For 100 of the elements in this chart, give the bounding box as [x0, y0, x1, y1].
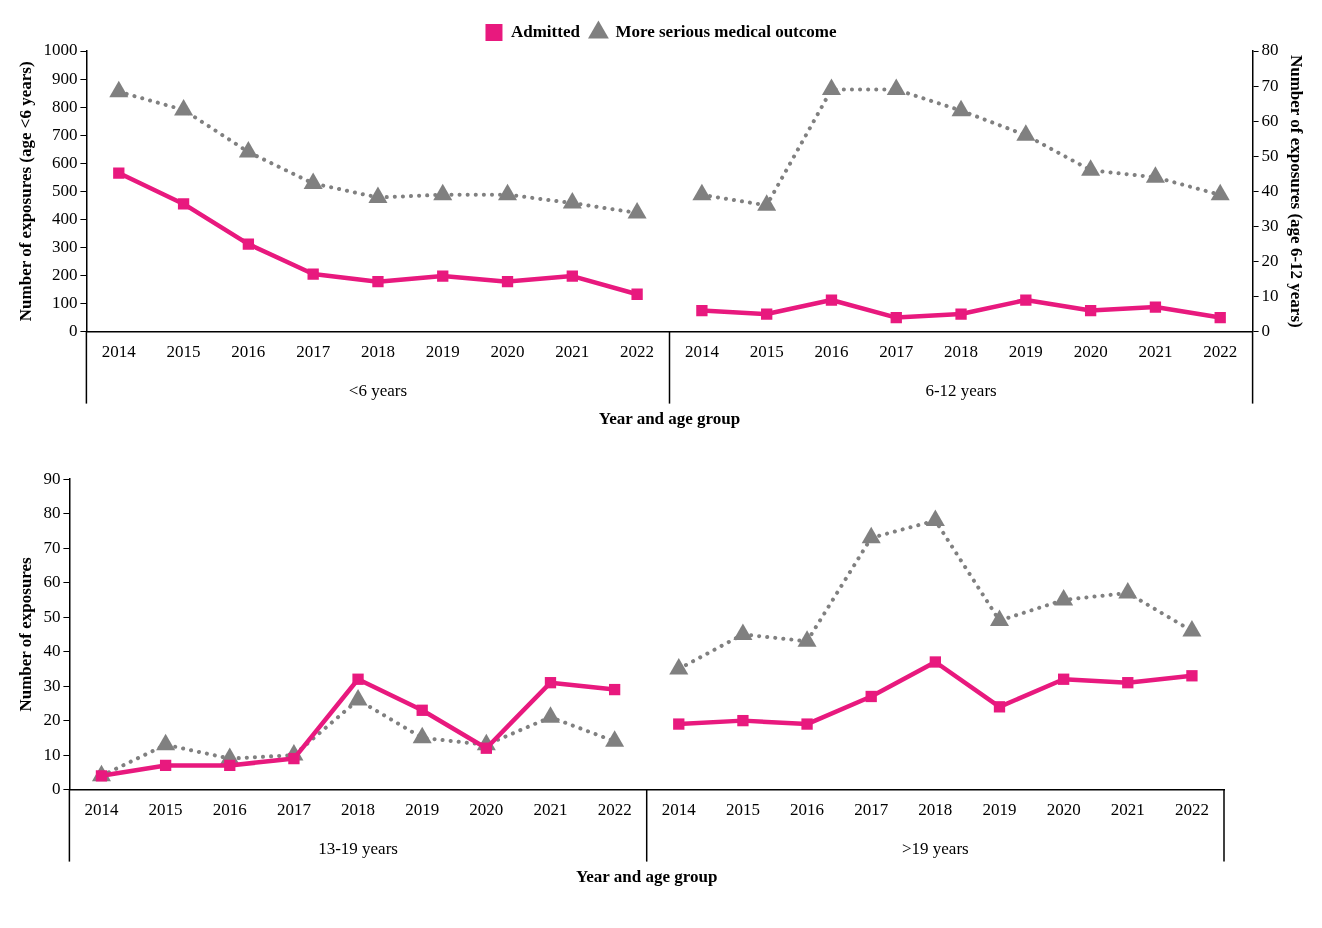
x-tick-label: 2020: [1073, 342, 1108, 362]
x-tick-label: 2016: [790, 800, 825, 820]
y-tick-label: 20: [43, 710, 61, 730]
x-tick-label: 2019: [982, 800, 1017, 820]
x-tick-label: 2022: [620, 342, 655, 362]
point: [993, 701, 1006, 713]
point: [416, 704, 428, 716]
x-tick-label: 2019: [405, 800, 440, 820]
point: [757, 194, 777, 211]
point: [1182, 619, 1202, 637]
point: [669, 657, 689, 675]
point: [989, 609, 1010, 627]
y-tick-label: 80: [43, 503, 61, 523]
x-tick-label: 2021: [1138, 342, 1173, 362]
point: [761, 308, 773, 320]
x-tick-label: 2017: [296, 342, 331, 362]
point: [886, 78, 906, 96]
text: >19 years: [901, 839, 969, 859]
point: [1016, 124, 1036, 141]
legend-label: Admitted: [510, 21, 581, 41]
point: [498, 183, 518, 201]
x-tick-label: 2021: [1110, 800, 1145, 820]
x-tick-label: 2021: [555, 342, 590, 362]
point: [303, 172, 323, 189]
y-axis-title: Number of exposures: [15, 556, 35, 712]
point: [1084, 304, 1097, 317]
point: [797, 630, 817, 647]
point: [437, 270, 449, 282]
y-tick-label: 50: [43, 606, 61, 626]
x-tick-label: 2022: [1174, 800, 1209, 820]
point: [733, 623, 753, 640]
point: [1081, 159, 1101, 176]
point: [544, 677, 557, 689]
y-tick-label: 900: [51, 68, 78, 88]
x-tick-label: 2020: [469, 800, 504, 820]
point: [825, 294, 838, 306]
x-tick-label: 2019: [1008, 342, 1043, 362]
y-tick-label: 200: [51, 264, 78, 284]
y-tick-label: 1000: [43, 40, 78, 60]
point: [238, 141, 258, 158]
point: [242, 238, 255, 250]
y-tick-label: 0: [51, 779, 61, 799]
x-axis-title: Year and age group: [598, 408, 741, 428]
point: [177, 198, 190, 210]
x-tick-label: 2016: [814, 342, 849, 362]
x-tick-label: 2015: [166, 342, 201, 362]
point: [1054, 588, 1074, 606]
text: <6 years: [348, 381, 408, 401]
x-tick-label: 2020: [490, 342, 525, 362]
point: [174, 98, 194, 116]
point: [801, 718, 813, 730]
point: [352, 673, 364, 685]
x-tick-label: 2018: [944, 342, 979, 362]
point: [368, 186, 388, 203]
point: [1210, 183, 1230, 201]
x-tick-label: 2018: [360, 342, 395, 362]
x-tick-label: 2014: [661, 800, 697, 820]
y-tick-label: 800: [51, 96, 78, 116]
y2-tick-label: 0: [1261, 321, 1271, 341]
point: [1186, 670, 1198, 682]
point: [159, 759, 172, 772]
y-tick-label: 0: [68, 321, 78, 341]
x-tick-label: 2014: [101, 342, 137, 362]
point: [566, 270, 578, 282]
y-tick-label: 700: [51, 124, 78, 144]
y-tick-label: 100: [51, 293, 78, 313]
point: [861, 526, 881, 544]
point: [1149, 301, 1162, 313]
y2-tick-label: 40: [1261, 180, 1279, 200]
point: [951, 99, 971, 117]
y2-tick-label: 10: [1261, 285, 1279, 305]
y2-tick-label: 60: [1261, 110, 1279, 130]
point: [821, 78, 841, 96]
y-axis-title: Number of exposures (age <6 years): [15, 61, 35, 322]
x-tick-label: 2020: [1046, 800, 1081, 820]
x-tick-label: 2017: [854, 800, 889, 820]
point: [1118, 582, 1138, 599]
point: [372, 276, 384, 288]
point: [1122, 677, 1134, 689]
point: [288, 752, 300, 765]
y2-tick-label: 70: [1261, 75, 1279, 95]
y-tick-label: 10: [43, 744, 61, 764]
point: [562, 192, 582, 209]
point: [925, 509, 945, 527]
x-tick-label: 2018: [341, 800, 376, 820]
y-tick-label: 300: [51, 236, 78, 256]
point: [1145, 166, 1165, 183]
x-tick-label: 2018: [918, 800, 953, 820]
x-tick-label: 2015: [725, 800, 760, 820]
x-tick-label: 2014: [84, 800, 119, 820]
y-tick-label: 600: [51, 152, 78, 172]
y-tick-label: 90: [43, 468, 61, 488]
point: [1020, 294, 1032, 306]
y2-tick-label: 80: [1261, 40, 1279, 60]
x-tick-label: 2017: [276, 800, 312, 820]
x-tick-label: 2022: [1203, 342, 1238, 362]
x-tick-label: 2015: [749, 342, 784, 362]
point: [696, 304, 708, 317]
point: [608, 683, 621, 696]
point: [737, 714, 749, 727]
